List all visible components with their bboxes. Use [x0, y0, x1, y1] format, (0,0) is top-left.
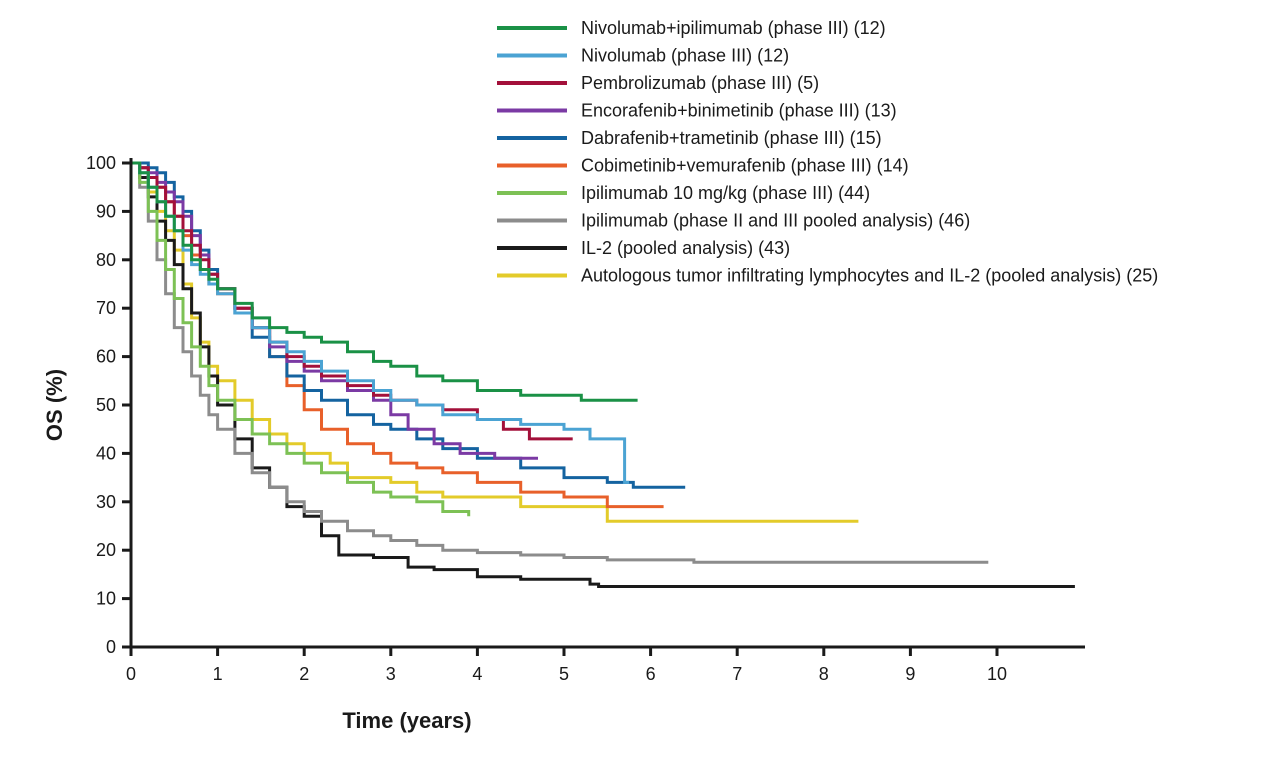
- x-tick-label: 6: [646, 664, 656, 684]
- legend-label: Autologous tumor infiltrating lymphocyte…: [581, 266, 1158, 286]
- y-tick-label: 50: [96, 395, 116, 415]
- series-line-7: [131, 161, 471, 517]
- x-axis-title: Time (years): [342, 708, 471, 733]
- x-tick-label: 8: [819, 664, 829, 684]
- y-tick-label: 40: [96, 443, 116, 463]
- y-tick-label: 20: [96, 540, 116, 560]
- legend: Nivolumab+ipilimumab (phase III) (12) Niv…: [497, 18, 1158, 286]
- series-line-1: [131, 161, 638, 402]
- y-tick-label: 10: [96, 589, 116, 609]
- legend-label: Pembrolizumab (phase III) (5): [581, 73, 819, 93]
- legend-label: Nivolumab (phase III) (12): [581, 46, 789, 66]
- x-tick-label: 5: [559, 664, 569, 684]
- x-tick-label: 4: [472, 664, 482, 684]
- y-tick-label: 60: [96, 347, 116, 367]
- x-tick-label: 10: [987, 664, 1007, 684]
- survival-curves: [131, 161, 1075, 588]
- y-tick-label: 70: [96, 298, 116, 318]
- legend-label: Encorafenib+binimetinib (phase III) (13): [581, 101, 897, 121]
- x-tick-label: 9: [905, 664, 915, 684]
- legend-label: Cobimetinib+vemurafenib (phase III) (14): [581, 156, 909, 176]
- x-ticks: 0 1 2 3 4 5 6 7 8 9 10: [126, 647, 1007, 684]
- y-tick-label: 0: [106, 637, 116, 657]
- legend-label: IL-2 (pooled analysis) (43): [581, 238, 790, 258]
- y-ticks: 0 10 20 30 40 50 60 70 80 90 100: [86, 153, 131, 657]
- series-line-2: [131, 161, 629, 484]
- y-axis-title: OS (%): [42, 369, 67, 441]
- y-tick-label: 30: [96, 492, 116, 512]
- x-tick-label: 2: [299, 664, 309, 684]
- y-tick-label: 90: [96, 201, 116, 221]
- x-tick-label: 1: [213, 664, 223, 684]
- legend-label: Ipilimumab (phase II and III pooled anal…: [581, 211, 970, 231]
- legend-label: Dabrafenib+trametinib (phase III) (15): [581, 128, 882, 148]
- x-tick-label: 3: [386, 664, 396, 684]
- series-line-8: [131, 161, 989, 564]
- y-tick-label: 80: [96, 250, 116, 270]
- x-tick-label: 7: [732, 664, 742, 684]
- y-tick-label: 100: [86, 153, 116, 173]
- legend-label: Ipilimumab 10 mg/kg (phase III) (44): [581, 183, 870, 203]
- series-line-3: [131, 161, 573, 441]
- legend-label: Nivolumab+ipilimumab (phase III) (12): [581, 18, 886, 38]
- axes: [125, 158, 1085, 649]
- x-tick-label: 0: [126, 664, 136, 684]
